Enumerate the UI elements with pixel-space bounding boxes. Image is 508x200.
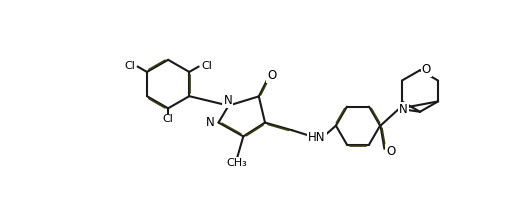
Text: O: O: [386, 145, 395, 158]
Text: N: N: [224, 94, 232, 107]
Text: O: O: [267, 69, 276, 82]
Text: CH₃: CH₃: [226, 158, 247, 168]
Text: N: N: [399, 103, 408, 116]
Text: O: O: [422, 63, 431, 76]
Text: Cl: Cl: [124, 61, 135, 71]
Text: N: N: [206, 116, 215, 129]
Text: Cl: Cl: [201, 61, 212, 71]
Text: HN: HN: [308, 131, 326, 144]
Text: Cl: Cl: [163, 114, 174, 124]
